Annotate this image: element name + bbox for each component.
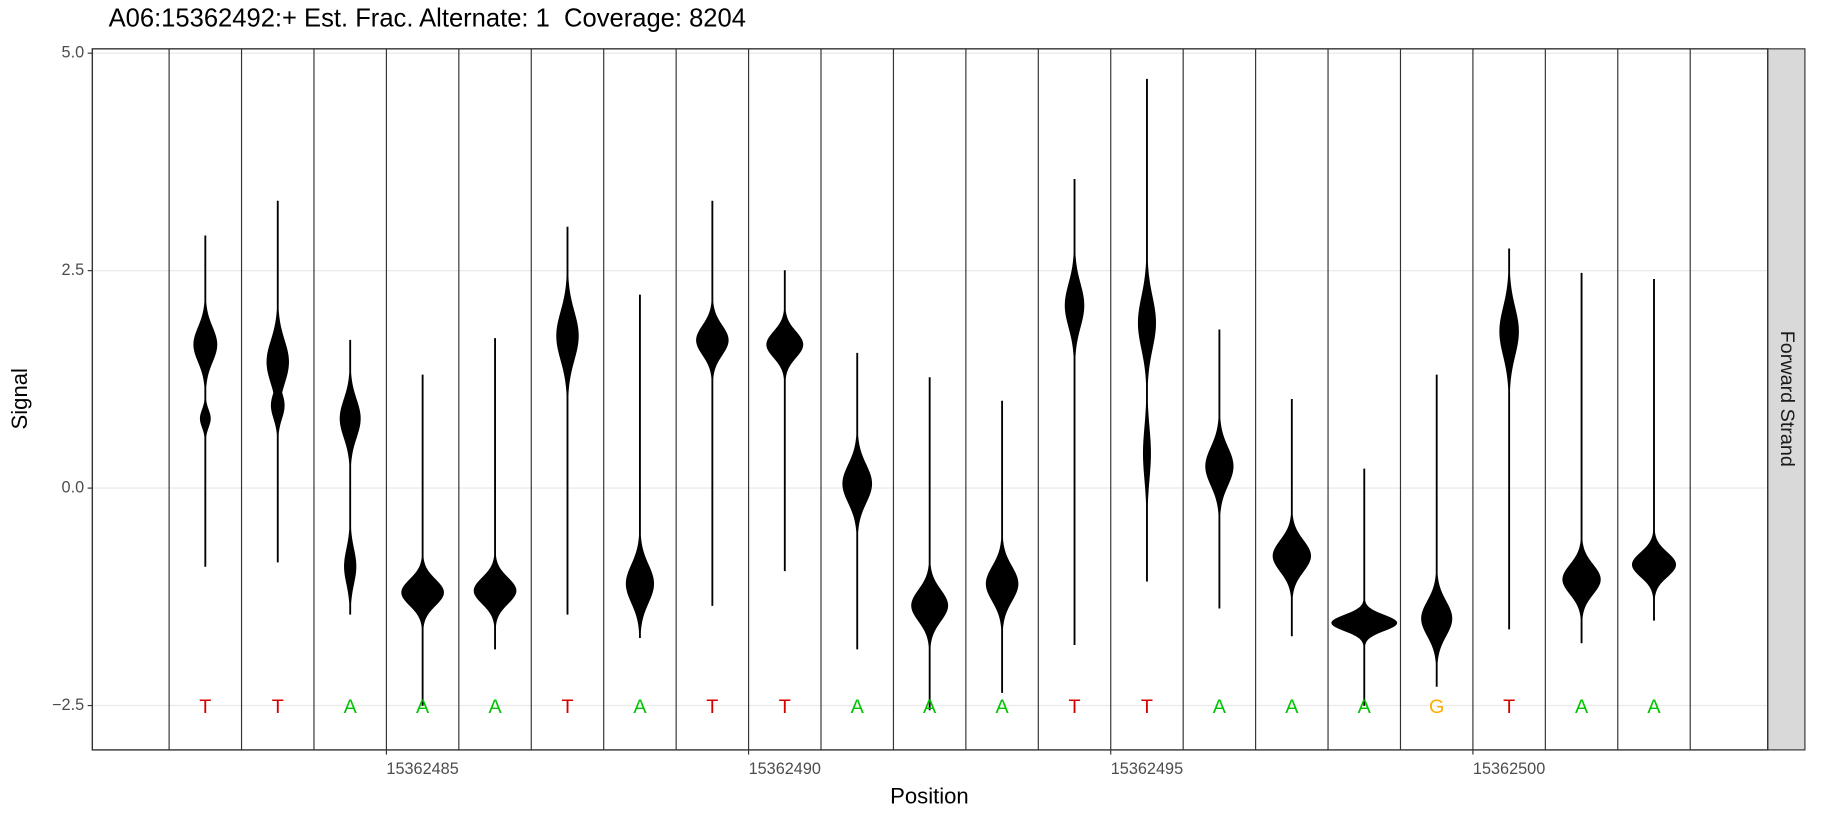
violin bbox=[556, 226, 579, 615]
base-label: A bbox=[923, 696, 937, 718]
violin bbox=[625, 294, 655, 639]
violin bbox=[1562, 272, 1601, 644]
x-axis-label: Position bbox=[890, 783, 969, 808]
x-tick-label: 15362500 bbox=[1473, 760, 1545, 778]
violin bbox=[911, 377, 949, 711]
violin bbox=[339, 339, 361, 615]
x-tick-label: 15362485 bbox=[386, 760, 458, 778]
violin bbox=[696, 200, 729, 606]
base-label: T bbox=[1503, 696, 1515, 718]
base-label: A bbox=[344, 696, 358, 718]
violin bbox=[985, 400, 1019, 693]
y-tick-label: 2.5 bbox=[62, 261, 85, 279]
violin bbox=[266, 200, 289, 563]
base-label: T bbox=[1068, 696, 1080, 718]
base-label: T bbox=[706, 696, 718, 718]
panel-border bbox=[91, 48, 1769, 751]
chart-title: A06:15362492:+ Est. Frac. Alternate: 1 C… bbox=[109, 5, 746, 33]
base-label: A bbox=[633, 696, 647, 718]
x-tick-label: 15362490 bbox=[749, 760, 821, 778]
violin bbox=[842, 352, 873, 650]
base-label: A bbox=[1575, 696, 1589, 718]
violin bbox=[401, 374, 444, 706]
violin bbox=[1421, 374, 1453, 687]
base-label: T bbox=[561, 696, 573, 718]
y-tick-label: 0.0 bbox=[62, 478, 85, 496]
facet-label: Forward Strand bbox=[1776, 331, 1798, 467]
facet-strip bbox=[1767, 48, 1806, 751]
base-label: A bbox=[416, 696, 430, 718]
violin bbox=[473, 338, 517, 650]
base-label: A bbox=[1213, 696, 1227, 718]
violin bbox=[766, 270, 804, 572]
base-label: T bbox=[1141, 696, 1153, 718]
y-axis-label: Signal bbox=[7, 368, 32, 429]
base-label: A bbox=[1285, 696, 1299, 718]
violin bbox=[1331, 468, 1398, 706]
base-label: A bbox=[1358, 696, 1372, 718]
base-label: A bbox=[995, 696, 1009, 718]
base-label: T bbox=[199, 696, 211, 718]
base-label: A bbox=[851, 696, 865, 718]
base-label: A bbox=[488, 696, 502, 718]
base-label: A bbox=[1647, 696, 1661, 718]
violin bbox=[1631, 278, 1677, 621]
violin bbox=[1137, 78, 1156, 582]
base-label: G bbox=[1429, 696, 1444, 718]
base-label: T bbox=[779, 696, 791, 718]
base-label: T bbox=[272, 696, 284, 718]
x-tick-label: 15362495 bbox=[1111, 760, 1183, 778]
violin bbox=[1499, 248, 1519, 630]
violin bbox=[193, 235, 218, 567]
violin bbox=[1272, 399, 1312, 637]
violin bbox=[1205, 329, 1234, 609]
violin bbox=[1064, 178, 1085, 646]
y-tick-label: −2.5 bbox=[52, 696, 84, 714]
y-tick-label: 5.0 bbox=[62, 43, 85, 61]
